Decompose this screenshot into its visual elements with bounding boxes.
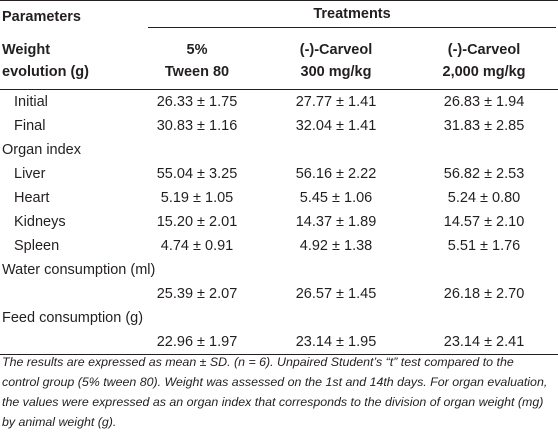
group-tween-line2: Tween 80 bbox=[164, 64, 230, 80]
table-cell: 30.83 ± 1.16 bbox=[156, 118, 238, 134]
row-label: Kidneys bbox=[14, 214, 66, 230]
row-label: Initial bbox=[14, 94, 48, 110]
row-label bbox=[0, 282, 132, 306]
table-cell: 5.51 ± 1.76 bbox=[447, 238, 521, 254]
header-group-carveol-2000: (-)-Carveol 2,000 mg/kg bbox=[410, 33, 558, 90]
header-parameters: Parameters bbox=[2, 9, 81, 25]
table-row: 22.96 ± 1.97 23.14 ± 1.95 23.14 ± 2.41 bbox=[0, 330, 558, 355]
group-carveol-300-line1: (-)-Carveol bbox=[299, 42, 373, 58]
header-weight-line1: Weight bbox=[2, 42, 51, 58]
group-carveol-300-line2: 300 mg/kg bbox=[300, 64, 372, 80]
section-label: Feed consumption (g) bbox=[2, 310, 144, 326]
table-row: Spleen 4.74 ± 0.91 4.92 ± 1.38 5.51 ± 1.76 bbox=[0, 234, 558, 258]
header-treatments-label: Treatments bbox=[148, 6, 557, 28]
group-carveol-2000-line2: 2,000 mg/kg bbox=[442, 64, 526, 80]
table-cell: 14.57 ± 2.10 bbox=[443, 214, 525, 230]
table-row: Water consumption (ml) bbox=[0, 258, 558, 282]
header-group-tween: 5% Tween 80 bbox=[132, 33, 262, 90]
header-treatments: Treatments bbox=[132, 1, 558, 34]
table-row: Kidneys 15.20 ± 2.01 14.37 ± 1.89 14.57 ± 2… bbox=[0, 210, 558, 234]
row-label: Liver bbox=[14, 166, 46, 182]
header-group-carveol-300: (-)-Carveol 300 mg/kg bbox=[262, 33, 410, 90]
row-label: Spleen bbox=[14, 238, 60, 254]
table-cell: 4.74 ± 0.91 bbox=[160, 238, 234, 254]
table-cell: 26.18 ± 2.70 bbox=[443, 286, 525, 302]
table-row: Heart 5.19 ± 1.05 5.45 ± 1.06 5.24 ± 0.80 bbox=[0, 186, 558, 210]
table-cell: 55.04 ± 3.25 bbox=[156, 166, 238, 182]
results-table: Parameters Treatments Weight evolution (… bbox=[0, 0, 558, 355]
section-label: Organ index bbox=[2, 142, 81, 158]
table-cell: 26.57 ± 1.45 bbox=[295, 286, 377, 302]
table-cell: 5.19 ± 1.05 bbox=[160, 190, 234, 206]
table-cell: 23.14 ± 1.95 bbox=[295, 334, 377, 350]
table-cell: 15.20 ± 2.01 bbox=[156, 214, 238, 230]
row-label: Final bbox=[14, 118, 46, 134]
header-weight-line2: evolution (g) bbox=[2, 64, 89, 80]
group-tween-line1: 5% bbox=[186, 42, 208, 58]
table-cell: 56.82 ± 2.53 bbox=[443, 166, 525, 182]
table-cell: 5.24 ± 0.80 bbox=[447, 190, 521, 206]
header-weight-evolution: Weight evolution (g) bbox=[0, 33, 132, 90]
table-cell: 4.92 ± 1.38 bbox=[299, 238, 373, 254]
table-cell: 25.39 ± 2.07 bbox=[156, 286, 238, 302]
table-row: Final 30.83 ± 1.16 32.04 ± 1.41 31.83 ± 2.8… bbox=[0, 114, 558, 138]
table-cell: 26.83 ± 1.94 bbox=[443, 94, 525, 110]
table-cell: 56.16 ± 2.22 bbox=[295, 166, 377, 182]
table-footnote: The results are expressed as mean ± SD. … bbox=[2, 355, 548, 429]
table-row: Initial 26.33 ± 1.75 27.77 ± 1.41 26.83 ± 1… bbox=[0, 90, 558, 115]
table-row: Liver 55.04 ± 3.25 56.16 ± 2.22 56.82 ± 2.5… bbox=[0, 162, 558, 186]
table-cell: 23.14 ± 2.41 bbox=[443, 334, 525, 350]
table-cell: 26.33 ± 1.75 bbox=[156, 94, 238, 110]
table-cell: 5.45 ± 1.06 bbox=[299, 190, 373, 206]
table-row: 25.39 ± 2.07 26.57 ± 1.45 26.18 ± 2.70 bbox=[0, 282, 558, 306]
table-cell: 27.77 ± 1.41 bbox=[295, 94, 377, 110]
table-cell: 31.83 ± 2.85 bbox=[443, 118, 525, 134]
table-row: Organ index bbox=[0, 138, 558, 162]
row-label: Heart bbox=[14, 190, 50, 206]
section-label: Water consumption (ml) bbox=[2, 262, 156, 278]
row-label bbox=[0, 330, 132, 355]
table-row: Feed consumption (g) bbox=[0, 306, 558, 330]
table-cell: 14.37 ± 1.89 bbox=[295, 214, 377, 230]
table-body: Initial 26.33 ± 1.75 27.77 ± 1.41 26.83 ± 1… bbox=[0, 90, 558, 355]
table-cell: 32.04 ± 1.41 bbox=[295, 118, 377, 134]
table-cell: 22.96 ± 1.97 bbox=[156, 334, 238, 350]
group-carveol-2000-line1: (-)-Carveol bbox=[447, 42, 521, 58]
